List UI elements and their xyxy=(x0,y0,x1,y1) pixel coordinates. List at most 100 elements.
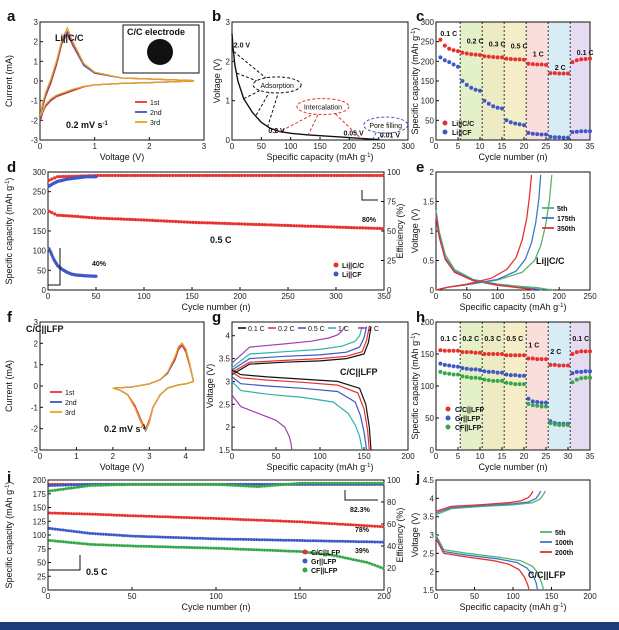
panel-i-point-C/C||LFP xyxy=(64,511,68,515)
intercalation-label: Intercalation xyxy=(304,105,342,112)
panel-d-point-cc xyxy=(369,226,374,230)
panel-i-point-Gr||LFP xyxy=(311,539,315,543)
panel-i-point-CF||LFP xyxy=(198,546,202,550)
panel-c-point-Li||C/C xyxy=(478,53,482,57)
panel-f-title: C/C||LFP xyxy=(26,324,64,334)
panel-i-point-Gr||LFP xyxy=(236,537,240,541)
panel-i-eff-CF||LFP efficiency xyxy=(142,482,146,486)
panel-i-point-CF||LFP xyxy=(327,553,331,557)
panel-i-eff-CF||LFP efficiency xyxy=(370,481,374,485)
panel-i-point-Gr||LFP xyxy=(338,539,342,543)
panel-i-point-C/C||LFP xyxy=(115,513,119,517)
panel-h-point-CF||LFP xyxy=(473,375,478,380)
panel-i-eff-CF||LFP efficiency xyxy=(349,481,353,485)
panel-i-point-CF||LFP xyxy=(118,544,122,547)
panel-c-legend-swatch xyxy=(442,129,448,135)
panel-d-eff-cc xyxy=(168,173,172,178)
panel-c-xtick-label: 20 xyxy=(520,142,529,151)
panel-c-xtick-label: 25 xyxy=(542,142,551,151)
panel-i-point-CF||LFP xyxy=(144,544,148,548)
panel-c-point-Li||C/C xyxy=(517,57,522,62)
panel-i-point-C/C||LFP xyxy=(255,518,259,522)
panel-h-point-CF||LFP xyxy=(456,372,460,377)
panel-i-eff-CF||LFP efficiency xyxy=(153,482,156,486)
panel-i-point-C/C||LFP xyxy=(381,525,385,529)
panel-i-point-CF||LFP xyxy=(88,542,92,546)
panel-d-ytick-label: 250 xyxy=(33,188,47,197)
panel-h-point-C/C||LFP xyxy=(500,352,504,356)
panel-c-ylabel: Specific capacity (mAh g-1) xyxy=(410,28,420,135)
panel-d-point-cc xyxy=(159,219,163,223)
panel-h-point-C/C||LFP xyxy=(548,362,553,367)
panel-i-eff-CF||LFP efficiency xyxy=(287,482,291,486)
panel-i-point-CF||LFP xyxy=(274,549,277,552)
panel-i-point-C/C||LFP xyxy=(225,517,229,521)
panel-i-eff-Gr||LFP efficiency xyxy=(69,483,73,487)
panel-i-eff-CF||LFP efficiency xyxy=(169,482,173,486)
panel-i-eff-CF||LFP efficiency xyxy=(48,489,52,493)
panel-j-legend-2: 100th xyxy=(555,540,573,547)
panel-g-curve-1 C xyxy=(231,326,363,369)
panel-i-point-C/C||LFP xyxy=(96,512,100,516)
panel-i-eff-CF||LFP efficiency xyxy=(241,484,245,488)
panel-d-point-cc xyxy=(145,218,149,222)
panel-i-point-C/C||LFP xyxy=(274,519,277,523)
panel-i-point-CF||LFP xyxy=(169,545,173,549)
panel-c-point-Li||C/C xyxy=(579,57,584,62)
panel-i-point-CF||LFP xyxy=(370,562,374,566)
panel-i-point-CF||LFP xyxy=(93,543,97,547)
panel-i-eff-CF||LFP efficiency xyxy=(231,483,234,487)
panel-i-point-Gr||LFP xyxy=(118,533,122,537)
panel-d-eff-cc xyxy=(323,173,327,178)
panel-i-point-C/C||LFP xyxy=(295,520,299,524)
v005-label: 0.05 V xyxy=(343,130,364,137)
panel-i-point-Gr||LFP xyxy=(107,533,111,537)
panel-i-eff-Gr||LFP efficiency xyxy=(58,483,62,487)
panel-d-point-cc xyxy=(64,214,68,218)
panel-d-point-cc xyxy=(105,216,109,221)
panel-h-point-C/C||LFP xyxy=(508,353,513,358)
panel-h-point-C/C||LFP xyxy=(464,350,469,355)
panel-h-ytick-label: 100 xyxy=(421,382,435,391)
panel-i-point-CF||LFP xyxy=(271,548,275,552)
panel-i-point-CF||LFP xyxy=(282,549,285,553)
panel-c-point-Li||CF xyxy=(574,129,579,134)
panel-i-point-C/C||LFP xyxy=(126,514,130,518)
panel-c-point-Li||CF xyxy=(438,55,443,60)
panel-d-eff-cc xyxy=(125,173,129,178)
panel-c-point-Li||CF xyxy=(442,58,447,63)
panel-i-point-C/C||LFP xyxy=(290,520,294,523)
panel-c-xtick-label: 15 xyxy=(498,142,507,151)
panel-h-rate-6: 0.1 C xyxy=(572,336,589,343)
panel-h-xtick-label: 5 xyxy=(456,452,461,461)
panel-i-point-CF||LFP xyxy=(58,540,62,543)
panel-h-rate-0: 0.1 C xyxy=(440,336,457,343)
panel-d-point-cc xyxy=(283,223,287,227)
panel-d-point-cc xyxy=(130,217,135,222)
panel-i-point-C/C||LFP xyxy=(201,516,205,520)
panel-c-rate-4: 1 C xyxy=(533,52,544,59)
panel-h-point-C/C||LFP xyxy=(530,356,535,361)
panel-h-point-Gr||LFP xyxy=(583,369,588,374)
panel-d-eff-cc xyxy=(191,173,195,178)
panel-d-point-cc xyxy=(133,218,137,222)
panel-i-point-CF||LFP xyxy=(236,547,240,551)
panel-i-point-CF||LFP xyxy=(193,546,197,550)
panel-i-ylabel: Specific capacity (mAh g-1) xyxy=(4,482,14,589)
panel-d-ytick-label: 300 xyxy=(33,168,47,177)
panel-i-point-C/C||LFP xyxy=(311,521,315,525)
panel-h-point-CF||LFP xyxy=(557,423,562,427)
panel-i-point-C/C||LFP xyxy=(174,515,178,519)
panel-i-point-CF||LFP xyxy=(308,551,312,555)
panel-i-xtick-label: 0 xyxy=(46,592,51,601)
panel-f-xtick-label: 2 xyxy=(111,452,116,461)
panel-i-point-CF||LFP xyxy=(142,544,146,548)
panel-i-point-C/C||LFP xyxy=(222,517,226,521)
panel-h-point-C/C||LFP xyxy=(552,362,557,367)
panel-i-point-CF||LFP xyxy=(64,540,68,544)
panel-h-point-Gr||LFP xyxy=(442,362,447,367)
panel-d-point-cc xyxy=(306,224,310,228)
panel-c-point-Li||C/C xyxy=(464,51,469,56)
panel-h-point-CF||LFP xyxy=(460,374,465,379)
panel-i-eff-Gr||LFP efficiency xyxy=(72,483,76,487)
